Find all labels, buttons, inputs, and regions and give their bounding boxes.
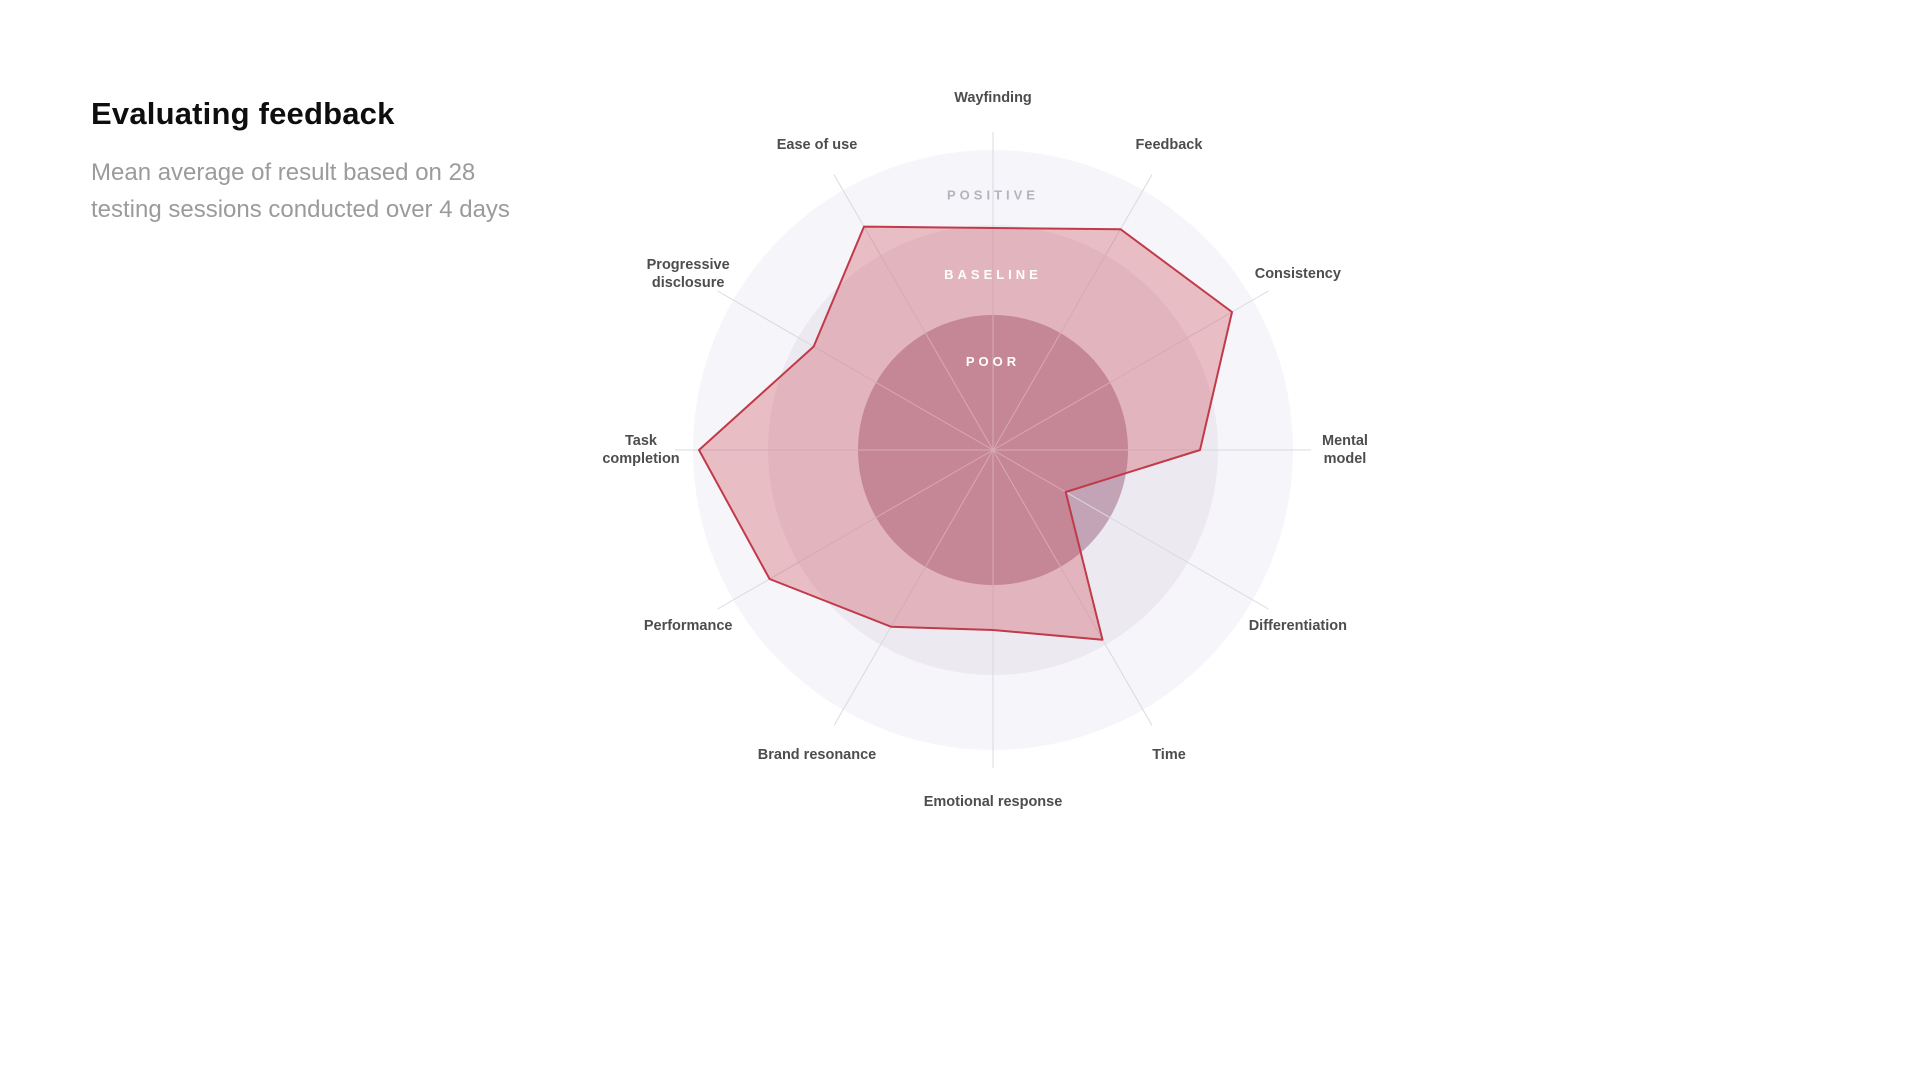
axis-label-emotional-response: Emotional response (924, 794, 1063, 810)
axis-spoke (833, 449, 994, 726)
axis-label-ease-of-use: Ease of use (777, 137, 858, 153)
axis-spoke (992, 449, 1269, 610)
axis-label-time: Time (1152, 747, 1186, 763)
axis-label-consistency: Consistency (1255, 266, 1341, 282)
axis-label-task-completion: completion (602, 451, 679, 467)
axis-label-differentiation: Differentiation (1249, 618, 1347, 634)
axis-label-performance: Performance (644, 618, 733, 634)
zone-label-positive: POSITIVE (947, 188, 1039, 203)
axis-spoke (833, 174, 994, 451)
axis-label-task-completion: Task (625, 433, 658, 449)
axis-spoke (992, 174, 1153, 451)
radar-series-polygon (698, 225, 1233, 641)
axis-label-mental-model: model (1324, 451, 1367, 467)
axis-label-feedback: Feedback (1136, 137, 1204, 153)
axis-spoke (992, 290, 1269, 451)
axis-label-mental-model: Mental (1322, 433, 1368, 449)
page-subtitle: Mean average of result based on 28 testi… (91, 159, 510, 224)
axis-spoke (717, 290, 994, 451)
axis-spoke (717, 449, 994, 610)
axis-label-wayfinding: Wayfinding (954, 90, 1032, 106)
zone-label-baseline: BASELINE (944, 267, 1042, 282)
axis-label-progressive-disclosure: disclosure (652, 275, 725, 291)
zone-label-poor: POOR (966, 354, 1020, 369)
axis-label-progressive-disclosure: Progressive (647, 257, 730, 273)
radar-chart: POSITIVE BASELINE POOR Wayfinding Feedback Co… (553, 30, 1433, 890)
radar-chart-svg: POSITIVE BASELINE POOR Wayfinding Feedback Co… (602, 90, 1368, 810)
heading-block: Evaluating feedback Mean average of resu… (91, 96, 561, 228)
axis-spoke (992, 449, 1153, 726)
axis-label-brand-resonance: Brand resonance (758, 747, 876, 763)
page-title: Evaluating feedback (91, 96, 395, 131)
